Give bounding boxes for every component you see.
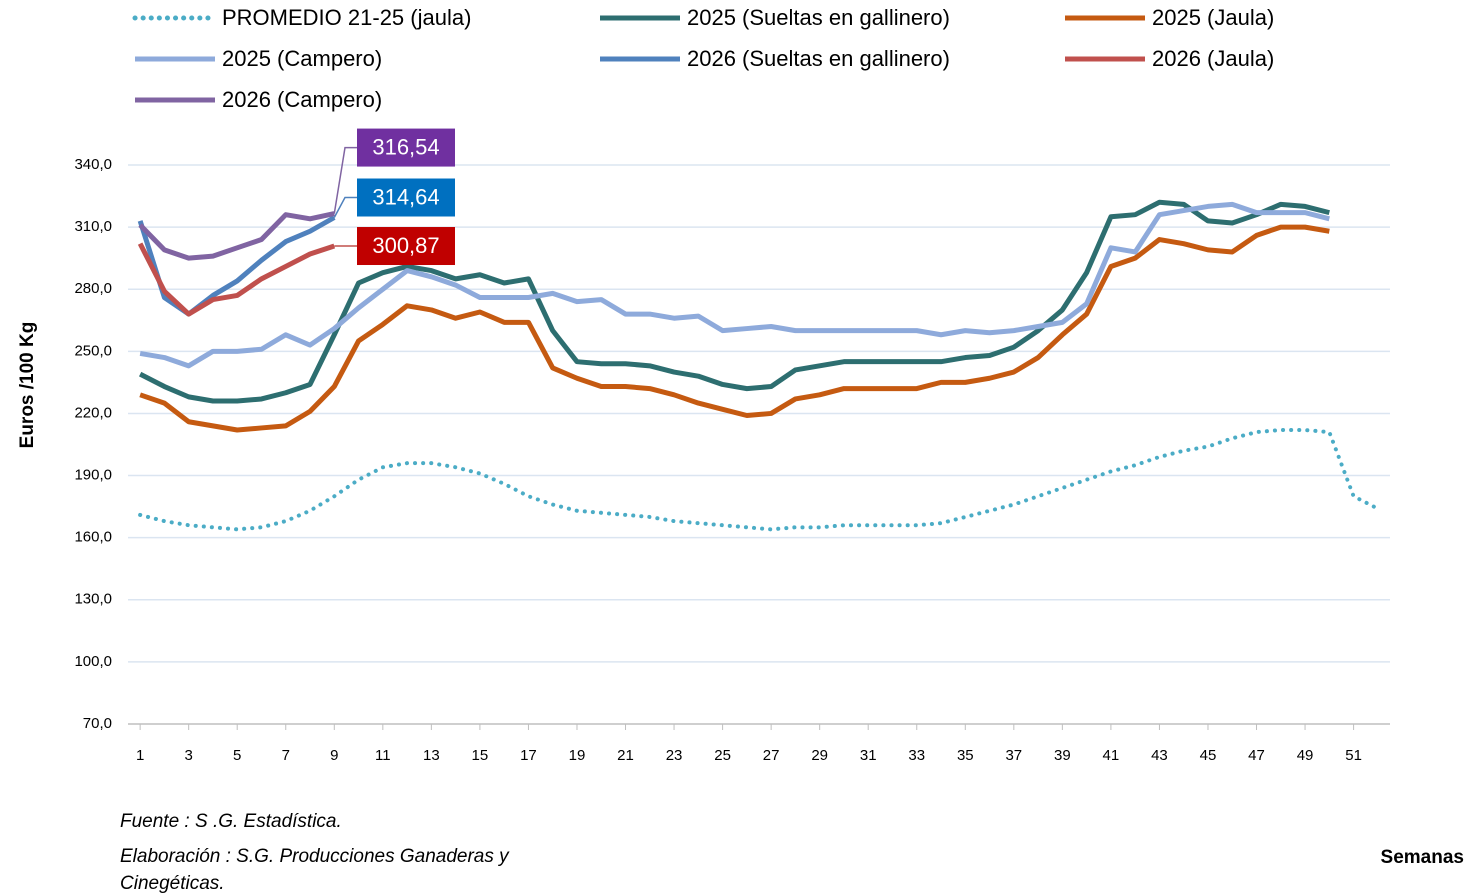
x-tick-label: 41 (1103, 747, 1120, 764)
y-tick-label: 340,0 (74, 156, 112, 173)
x-tick-label: 23 (666, 747, 683, 764)
x-tick-label: 7 (282, 747, 290, 764)
label-leader (333, 146, 357, 214)
legend-label: 2025 (Jaula) (1152, 5, 1274, 30)
x-tick-label: 37 (1005, 747, 1022, 764)
label-box (357, 227, 455, 266)
x-tick-label: 5 (233, 747, 241, 764)
y-tick-label: 220,0 (74, 404, 112, 421)
legend-label: 2026 (Campero) (222, 87, 382, 112)
series-line (138, 211, 335, 261)
x-tick-label: 11 (375, 747, 391, 764)
y-tick-label: 70,0 (83, 715, 112, 732)
x-axis-label: Semanas (1381, 847, 1464, 868)
data-label: 300,87 (372, 233, 439, 258)
y-tick-label: 160,0 (74, 529, 112, 546)
y-tick-label: 250,0 (74, 342, 112, 359)
x-tick-label: 43 (1151, 747, 1168, 764)
x-tick-label: 17 (520, 747, 537, 764)
series-line (137, 242, 336, 317)
source-note: Fuente : S .G. Estadística. (120, 811, 342, 832)
x-tick-label: 33 (908, 747, 925, 764)
series-line (138, 428, 1380, 532)
x-tick-label: 35 (957, 747, 974, 764)
series-line (139, 224, 1330, 433)
x-tick-label: 1 (136, 747, 144, 764)
x-tick-label: 3 (185, 747, 193, 764)
legend-label: 2025 (Campero) (222, 46, 382, 71)
legend-label: 2025 (Sueltas en gallinero) (687, 5, 950, 30)
data-label: 314,64 (372, 184, 439, 209)
x-tick-label: 21 (617, 747, 634, 764)
legend-label: PROMEDIO 21-25 (jaula) (222, 5, 471, 30)
x-tick-label: 27 (763, 747, 780, 764)
source-note: Elaboración : S.G. Producciones Ganadera… (120, 846, 510, 867)
x-tick-label: 39 (1054, 747, 1071, 764)
x-tick-label: 29 (811, 747, 828, 764)
x-tick-label: 49 (1297, 747, 1314, 764)
x-tick-label: 13 (423, 747, 440, 764)
x-tick-label: 15 (472, 747, 489, 764)
y-tick-label: 130,0 (74, 591, 112, 608)
x-tick-label: 9 (330, 747, 338, 764)
x-tick-label: 45 (1200, 747, 1217, 764)
label-box (357, 128, 455, 167)
legend-label: 2026 (Sueltas en gallinero) (687, 46, 950, 71)
y-tick-label: 280,0 (74, 280, 112, 297)
x-tick-label: 25 (714, 747, 731, 764)
source-note: Cinegéticas. (120, 873, 225, 894)
y-tick-label: 100,0 (74, 653, 112, 670)
legend-label: 2026 (Jaula) (1152, 46, 1274, 71)
label-box (357, 178, 455, 217)
y-tick-label: 310,0 (74, 218, 112, 235)
label-leader (333, 196, 357, 218)
x-tick-label: 51 (1345, 747, 1362, 764)
x-tick-label: 19 (569, 747, 586, 764)
y-tick-label: 190,0 (74, 467, 112, 484)
y-axis-label: Euros /100 Kg (17, 322, 38, 449)
x-tick-label: 47 (1248, 747, 1265, 764)
data-label: 316,54 (372, 134, 439, 159)
series-line (137, 215, 336, 317)
series-line (139, 201, 1330, 369)
x-tick-label: 31 (860, 747, 877, 764)
